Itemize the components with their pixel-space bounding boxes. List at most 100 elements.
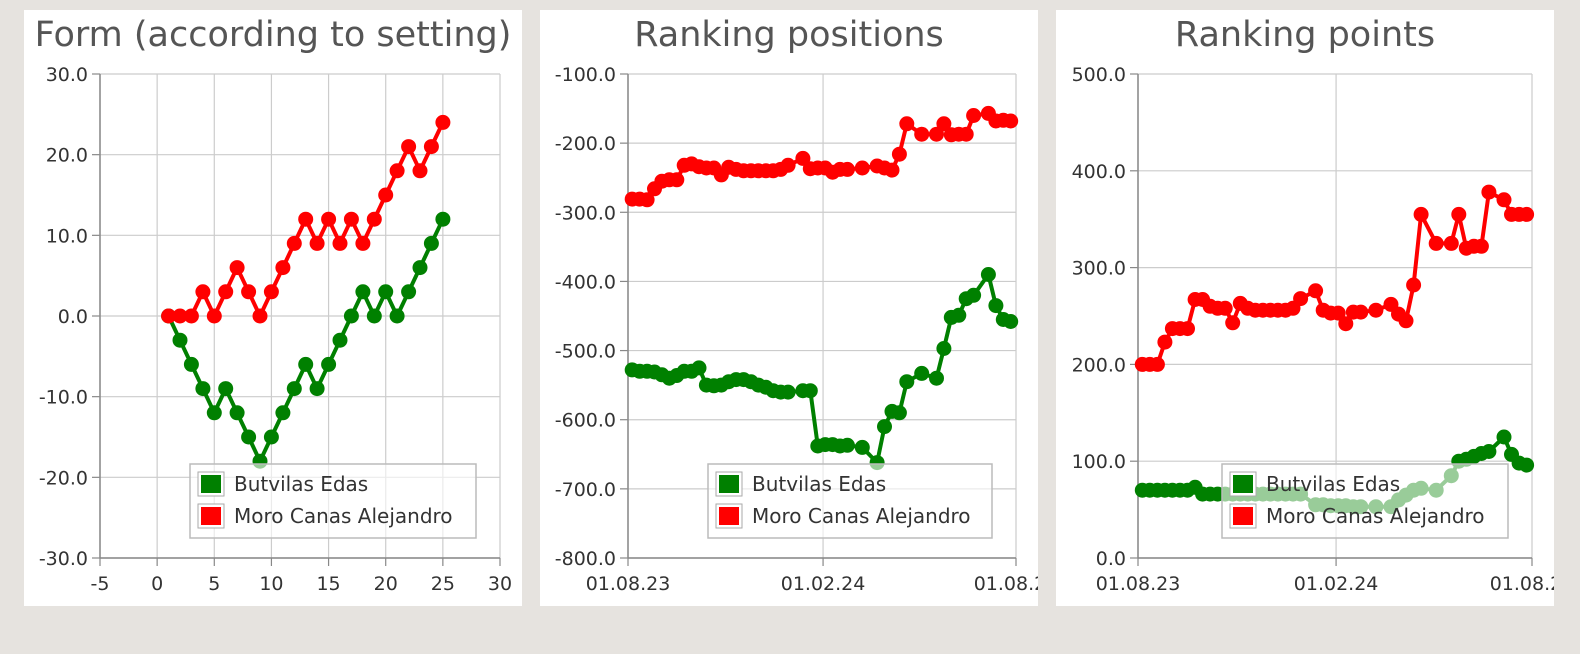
y-tick-label: 0.0 <box>1096 548 1126 570</box>
data-point-moro-canas-alejandro <box>332 235 348 251</box>
data-point-moro-canas-alejandro <box>229 260 245 276</box>
data-point-butvilas-edas <box>1003 314 1019 329</box>
x-tick-label: 01.08.24 <box>1490 573 1554 595</box>
data-point-moro-canas-alejandro <box>183 308 199 324</box>
data-point-moro-canas-alejandro <box>1338 316 1354 332</box>
y-tick-label: -800.0 <box>555 548 616 570</box>
data-point-moro-canas-alejandro <box>1428 235 1444 251</box>
data-point-butvilas-edas <box>980 267 996 282</box>
y-tick-label: 20.0 <box>46 145 88 167</box>
data-point-butvilas-edas <box>929 370 944 386</box>
ranking-points-title: Ranking points <box>1175 15 1435 55</box>
x-tick-label: -5 <box>91 573 110 595</box>
data-point-moro-canas-alejandro <box>1406 277 1422 293</box>
data-point-moro-canas-alejandro <box>1519 206 1535 222</box>
data-point-butvilas-edas <box>802 383 818 399</box>
data-point-moro-canas-alejandro <box>423 139 439 155</box>
data-point-moro-canas-alejandro <box>899 116 915 132</box>
legend-label-butvilas-edas: Butvilas Edas <box>752 472 886 496</box>
legend-swatch-moro-canas-alejandro <box>719 507 739 525</box>
data-point-moro-canas-alejandro <box>298 211 314 227</box>
data-point-moro-canas-alejandro <box>1413 206 1429 222</box>
data-point-butvilas-edas <box>286 381 302 397</box>
ranking-positions-title: Ranking positions <box>634 15 944 55</box>
data-point-moro-canas-alejandro <box>936 116 952 132</box>
data-point-butvilas-edas <box>936 341 952 356</box>
data-point-moro-canas-alejandro <box>218 284 234 300</box>
data-point-moro-canas-alejandro <box>1473 238 1489 254</box>
y-tick-label: -600.0 <box>555 410 616 432</box>
legend-label-moro-canas-alejandro: Moro Canas Alejandro <box>1266 504 1485 528</box>
data-point-moro-canas-alejandro <box>1330 305 1346 321</box>
data-point-moro-canas-alejandro <box>1225 315 1241 331</box>
data-point-moro-canas-alejandro <box>401 139 417 155</box>
x-tick-label: 01.08.24 <box>974 573 1038 595</box>
x-tick-label: 01.08.23 <box>586 573 671 595</box>
data-point-butvilas-edas <box>195 381 211 397</box>
x-tick-label: 01.02.24 <box>1294 573 1379 595</box>
data-point-moro-canas-alejandro <box>639 192 655 208</box>
data-point-moro-canas-alejandro <box>958 126 974 142</box>
data-point-moro-canas-alejandro <box>309 235 325 251</box>
data-point-butvilas-edas <box>218 381 234 397</box>
legend-box <box>1221 463 1509 539</box>
x-tick-label: 01.02.24 <box>781 573 866 595</box>
data-point-butvilas-edas <box>423 235 439 251</box>
data-point-butvilas-edas <box>1519 457 1535 473</box>
form-chart-panel: Form (according to setting) 30.0 20.0 10.0 0… <box>24 10 522 606</box>
data-point-butvilas-edas <box>877 419 892 435</box>
form-title: Form (according to setting) <box>35 15 512 55</box>
data-point-moro-canas-alejandro <box>1398 313 1414 329</box>
data-point-moro-canas-alejandro <box>195 284 211 300</box>
data-point-moro-canas-alejandro <box>780 157 796 173</box>
data-point-butvilas-edas <box>899 374 915 390</box>
legend-label-butvilas-edas: Butvilas Edas <box>234 472 368 496</box>
data-point-moro-canas-alejandro <box>891 146 907 162</box>
data-point-butvilas-edas <box>891 405 907 421</box>
form-chart: Form (according to setting) 30.0 20.0 10.0 0… <box>35 15 512 595</box>
y-tick-label: 400.0 <box>1072 161 1126 183</box>
y-tick-label: 30.0 <box>46 64 88 86</box>
legend-swatch-butvilas-edas <box>201 475 221 493</box>
data-point-moro-canas-alejandro <box>172 308 188 324</box>
data-point-butvilas-edas <box>401 284 417 300</box>
x-tick-label: 30 <box>488 573 512 595</box>
y-tick-label: -30.0 <box>39 548 88 570</box>
y-tick-label: 500.0 <box>1072 64 1126 86</box>
data-point-moro-canas-alejandro <box>1149 356 1165 372</box>
data-point-butvilas-edas <box>378 284 394 300</box>
data-point-moro-canas-alejandro <box>241 284 257 300</box>
y-tick-label: -100.0 <box>555 64 616 86</box>
data-point-moro-canas-alejandro <box>1353 304 1369 320</box>
data-point-butvilas-edas <box>988 298 1004 314</box>
legend-swatch-butvilas-edas <box>1233 475 1253 493</box>
legend-box <box>707 463 993 539</box>
data-point-butvilas-edas <box>389 308 405 324</box>
data-point-moro-canas-alejandro <box>1180 321 1195 337</box>
data-point-butvilas-edas <box>366 308 382 324</box>
x-tick-label: 20 <box>374 573 398 595</box>
data-point-moro-canas-alejandro <box>161 308 177 324</box>
data-point-moro-canas-alejandro <box>412 163 428 179</box>
data-point-moro-canas-alejandro <box>669 172 685 188</box>
series-line-moro-canas-alejandro <box>632 111 1011 202</box>
data-point-butvilas-edas <box>183 356 199 372</box>
data-point-moro-canas-alejandro <box>1293 291 1309 307</box>
legend: Butvilas Edas Moro Canas Alejandro <box>189 463 477 539</box>
data-point-butvilas-edas <box>854 439 870 455</box>
data-point-moro-canas-alejandro <box>378 187 394 203</box>
data-point-moro-canas-alejandro <box>1308 283 1324 299</box>
data-point-moro-canas-alejandro <box>389 163 405 179</box>
data-point-butvilas-edas <box>435 211 451 227</box>
data-point-butvilas-edas <box>780 384 796 400</box>
data-point-butvilas-edas <box>206 405 222 421</box>
legend-swatch-moro-canas-alejandro <box>1233 507 1253 525</box>
data-point-moro-canas-alejandro <box>252 308 268 324</box>
y-tick-label: -200.0 <box>555 133 616 155</box>
data-point-moro-canas-alejandro <box>854 160 870 176</box>
data-point-butvilas-edas <box>412 260 428 276</box>
y-tick-label: -10.0 <box>39 387 88 409</box>
data-point-moro-canas-alejandro <box>321 211 337 227</box>
legend-box <box>189 463 477 539</box>
data-point-butvilas-edas <box>691 360 707 376</box>
